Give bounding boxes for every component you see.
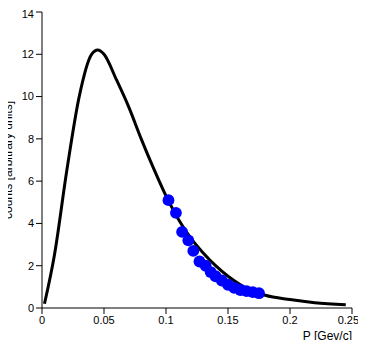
svg-text:0.05: 0.05 (93, 314, 114, 326)
svg-text:12: 12 (22, 48, 34, 60)
svg-text:4: 4 (28, 217, 34, 229)
svg-text:0.2: 0.2 (282, 314, 297, 326)
svg-text:2: 2 (28, 260, 34, 272)
svg-text:0.1: 0.1 (158, 314, 173, 326)
svg-text:14: 14 (22, 8, 34, 20)
svg-text:8: 8 (28, 133, 34, 145)
svg-text:0: 0 (28, 302, 34, 314)
svg-text:0.25: 0.25 (338, 314, 358, 326)
svg-text:6: 6 (28, 175, 34, 187)
svg-text:counts [arbitrary units]: counts [arbitrary units] (8, 101, 15, 219)
svg-text:10: 10 (22, 90, 34, 102)
svg-text:P [Gev/c]: P [Gev/c] (303, 329, 352, 340)
svg-text:0: 0 (39, 314, 45, 326)
svg-text:0.15: 0.15 (217, 314, 238, 326)
